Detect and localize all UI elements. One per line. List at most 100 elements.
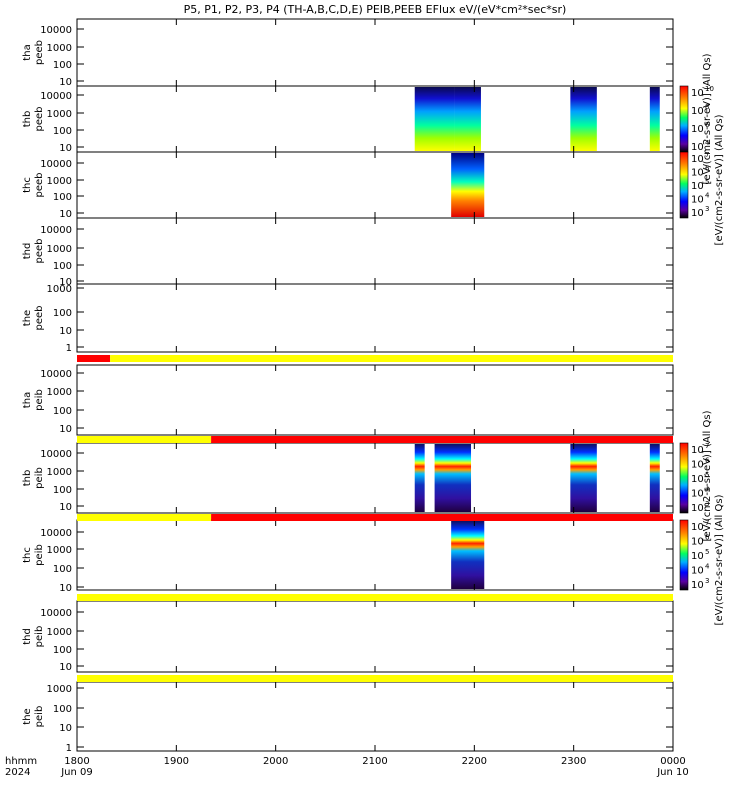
x-tick-label: 2000 xyxy=(263,756,288,767)
panel-the-peeb: 1 10 100 1000 the peeb xyxy=(22,283,674,354)
y-tick-label: 10000 xyxy=(40,369,72,380)
colorbar-tick-exponent: 6 xyxy=(705,457,710,465)
colorbar-label: [eV/(cm2-s-sr-eV)] (All Qs) xyxy=(702,53,713,184)
colorbar-tick-exponent: 4 xyxy=(705,563,710,571)
colorbar-tick-label: 10 xyxy=(691,460,704,471)
colorbar-tick-exponent: 5 xyxy=(705,548,709,556)
spectrogram-block xyxy=(570,444,597,512)
colorbar-tick-exponent: 6 xyxy=(705,121,710,129)
panel-frame xyxy=(76,600,674,673)
colorbar-tick-label: 10 xyxy=(691,474,704,485)
y-label-instrument: peib xyxy=(34,467,45,489)
y-label-instrument: peib xyxy=(34,706,45,728)
y-tick-label: 100 xyxy=(53,485,72,496)
colorbar-tick-exponent: 6 xyxy=(705,534,710,542)
panel-frame xyxy=(76,364,674,436)
colorbar-tick-label: 10 xyxy=(691,580,704,591)
y-tick-label: 100 xyxy=(53,60,72,71)
y-tick-label: 1000 xyxy=(47,684,72,695)
y-tick-label: 10 xyxy=(59,583,72,594)
y-label-instrument: peeb xyxy=(34,40,45,65)
y-tick-label: 1000 xyxy=(47,176,72,187)
colorbar-tick-exponent: 5 xyxy=(705,178,709,186)
y-tick-label: 10 xyxy=(59,326,72,337)
y-label-probe: the xyxy=(22,310,33,326)
y-tick-label: 10 xyxy=(59,143,72,154)
panel-thd-peeb-top: 10 100 1000 10000 tha peeb xyxy=(22,18,674,88)
y-label-probe: thb xyxy=(22,111,33,128)
colorbar-tick-exponent: 4 xyxy=(705,192,710,200)
panel-thd-peib: 10 100 1000 10000 thd peib xyxy=(22,600,674,673)
y-tick-label: 10 xyxy=(59,209,72,220)
y-tick-label: 1 xyxy=(66,343,72,354)
y-tick-label: 10000 xyxy=(40,25,72,36)
y-tick-label: 1000 xyxy=(47,244,72,255)
y-label-probe: tha xyxy=(22,44,33,60)
x-axis: hhmm 2024 Jun 09 Jun 10 1800 1900 2000 2100… xyxy=(5,756,689,778)
panel-frame xyxy=(76,18,674,87)
y-tick-label: 1000 xyxy=(47,467,72,478)
colorbar-tick-exponent: 7 xyxy=(705,442,709,450)
colorbar-tick-label: 10 xyxy=(691,142,704,153)
x-tick-label: 0000 xyxy=(660,756,685,767)
spectrogram-block xyxy=(454,87,481,151)
panel-frame xyxy=(76,519,674,591)
colorbar-tick-label: 10 xyxy=(691,154,704,165)
y-label-probe: thc xyxy=(22,547,33,563)
colorbar-label: [eV/(cm2-s-sr-eV)] (All Qs) xyxy=(702,410,713,541)
y-tick-label: 10 xyxy=(59,662,72,673)
panel-thb-peib: 10 100 1000 10000 thb peib xyxy=(22,442,674,514)
colorbar-tick-exponent: 7 xyxy=(705,519,709,527)
y-label-probe: thd xyxy=(22,243,33,260)
colorbar-tick-exponent: 6 xyxy=(705,165,710,173)
y-tick-label: 10000 xyxy=(40,225,72,236)
y-tick-label: 10 xyxy=(59,424,72,435)
colorbar-gradient xyxy=(679,151,689,219)
x-tick-label: 1900 xyxy=(164,756,189,767)
colorbar-tick-label: 10 xyxy=(691,88,704,99)
colorbar-label: [eV/(cm2-s-sr-eV)] (All Qs) xyxy=(714,114,725,245)
flag-segment-red xyxy=(211,514,673,521)
colorbar-gradient xyxy=(679,442,689,514)
flag-bar xyxy=(77,594,673,601)
y-tick-label: 1 xyxy=(66,743,72,754)
spectrogram-block xyxy=(649,444,660,512)
spectrogram-block xyxy=(464,521,485,589)
colorbar-tick-label: 10 xyxy=(691,106,704,117)
y-label-probe: thc xyxy=(22,177,33,193)
colorbar-tick-label: 10 xyxy=(691,445,704,456)
y-tick-label: 10000 xyxy=(40,91,72,102)
colorbar-tick-label: 10 xyxy=(691,551,704,562)
flag-segment-red xyxy=(77,355,111,362)
colorbar-tick-label: 10 xyxy=(691,181,704,192)
colorbar-gradient xyxy=(679,85,689,153)
panel-tha-peib: 10 100 1000 10000 tha peib xyxy=(22,364,674,436)
y-tick-label: 10000 xyxy=(40,528,72,539)
y-tick-label: 10 xyxy=(59,77,72,88)
flag-segment-yellow xyxy=(77,514,212,521)
spectrogram-block xyxy=(434,444,472,512)
y-tick-label: 10 xyxy=(59,277,72,288)
y-label-instrument: peeb xyxy=(34,173,45,198)
y-label-instrument: peib xyxy=(34,544,45,566)
colorbar-tick-exponent: 7 xyxy=(705,151,709,159)
spectrogram-block xyxy=(464,153,485,217)
figure-title: P5, P1, P2, P3, P4 (TH-A,B,C,D,E) PEIB,P… xyxy=(184,3,567,16)
y-label-instrument: peib xyxy=(34,626,45,648)
y-label-probe: thd xyxy=(22,628,33,645)
colorbar-label: [eV/(cm2-s-sr-eV)] (All Qs) xyxy=(714,494,725,625)
spectrogram-block xyxy=(649,87,660,151)
y-tick-label: 10000 xyxy=(40,608,72,619)
flag-segment-red xyxy=(211,436,673,443)
colorbar-tick-label: 10 xyxy=(691,489,704,500)
colorbar-gradient xyxy=(679,519,689,591)
y-tick-label: 1000 xyxy=(47,545,72,556)
y-tick-label: 1000 xyxy=(47,109,72,120)
x-tick-label: 1800 xyxy=(64,756,89,767)
flag-bar xyxy=(77,514,673,521)
colorbar-tick-label: 10 xyxy=(691,195,704,206)
colorbar-tick-exponent: 5 xyxy=(705,471,709,479)
spectrogram-block xyxy=(570,87,597,151)
